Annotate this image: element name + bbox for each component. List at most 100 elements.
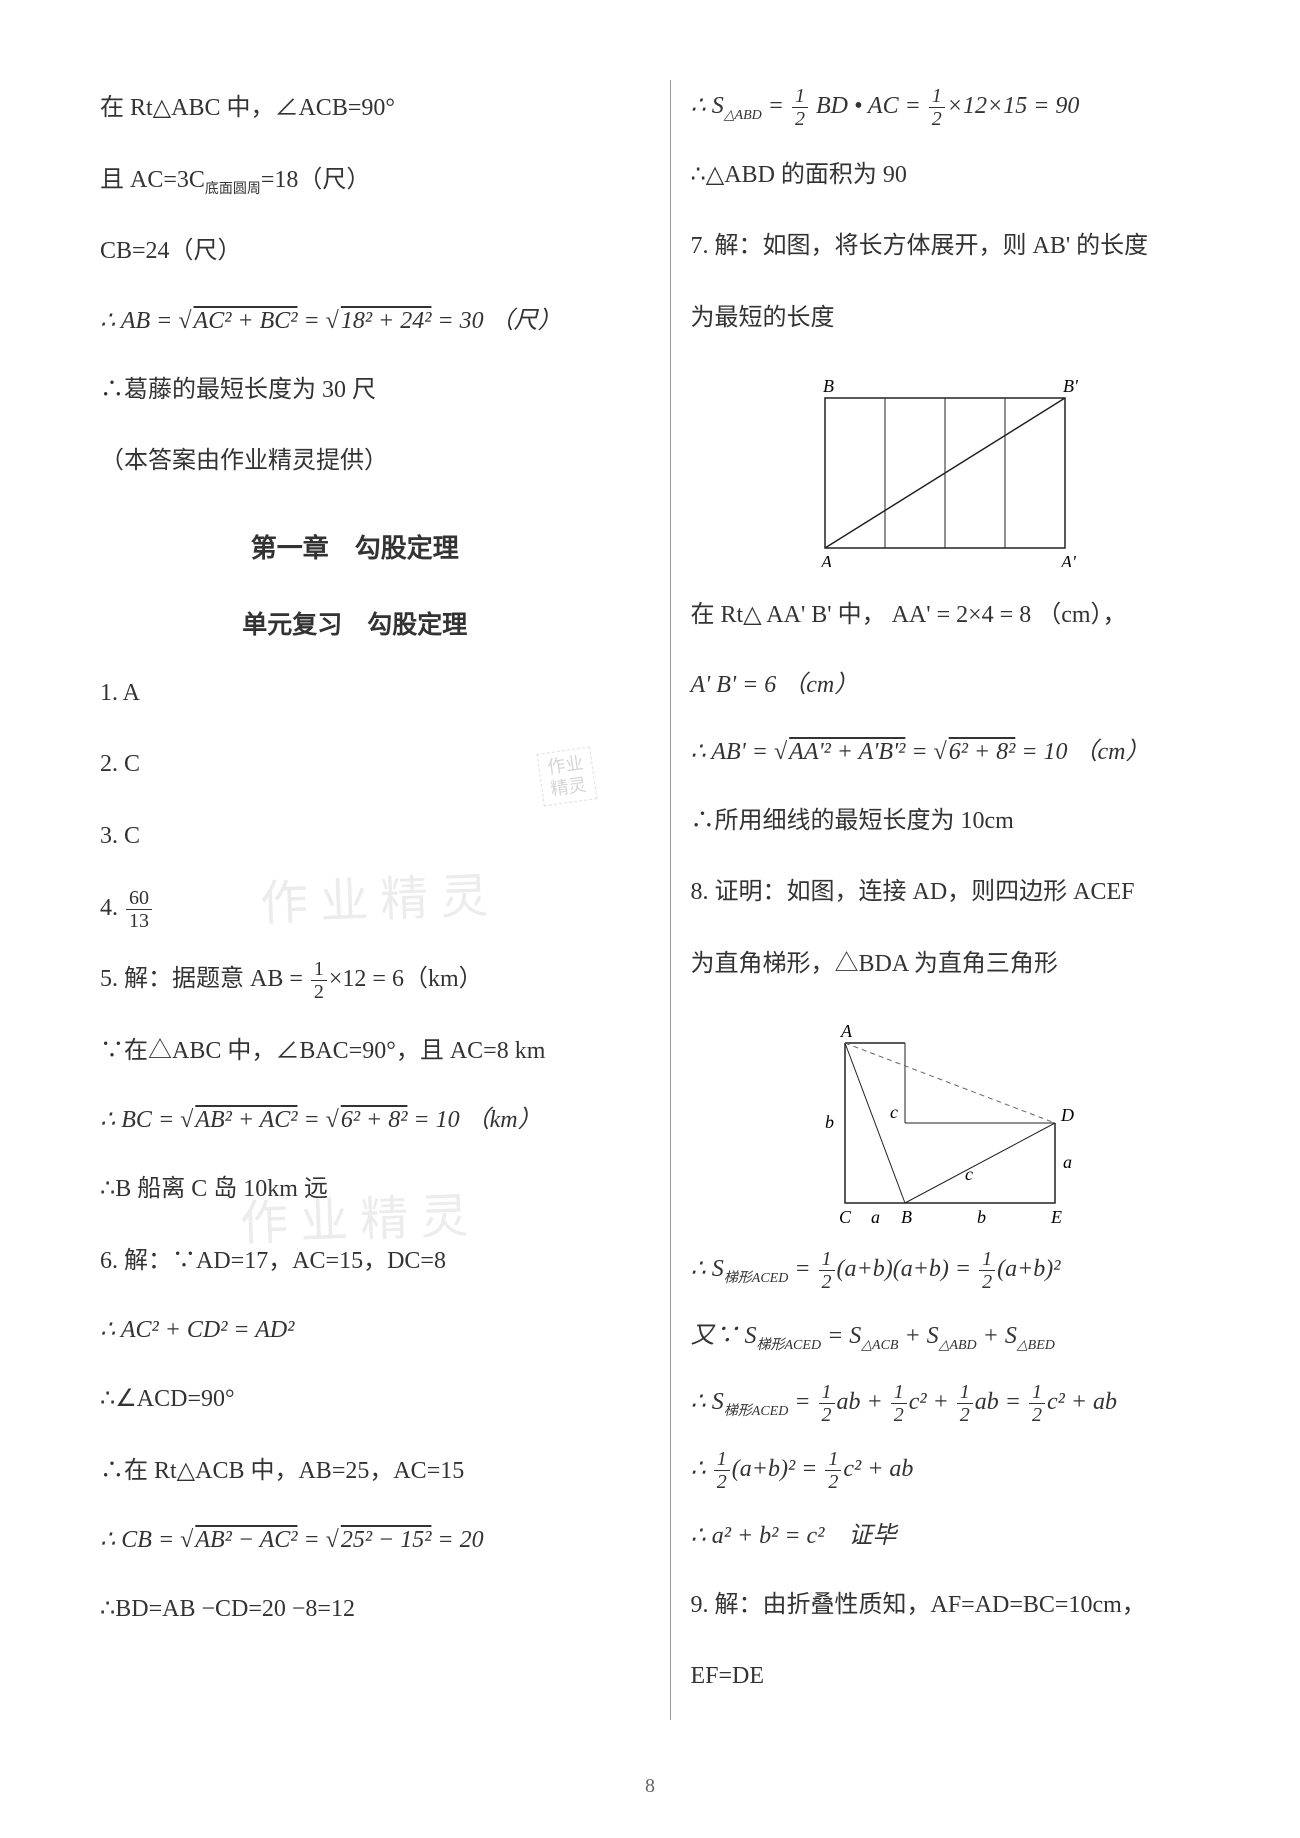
numerator: 60 xyxy=(126,887,152,910)
text: ∴ S xyxy=(691,1389,724,1415)
math-line: ∴ BC = √AB² + AC² = √6² + 8² = 10 （km） xyxy=(100,1094,610,1147)
answer-item: 6. 解：∵AD=17，AC=15，DC=8 xyxy=(100,1233,610,1291)
text: 且 AC=3C xyxy=(100,167,205,193)
label-Bp: B' xyxy=(1063,378,1079,396)
label-E: E xyxy=(1050,1207,1062,1222)
text: = S xyxy=(821,1323,861,1349)
text: ∴ AB = √ xyxy=(100,308,192,334)
numerator: 1 xyxy=(819,1381,835,1404)
label: 4. xyxy=(100,895,124,921)
text: ab + xyxy=(837,1389,889,1415)
text-line: ∴△ABD 的面积为 90 xyxy=(691,147,1201,205)
fraction: 12 xyxy=(792,85,808,130)
radical: AB² − AC² xyxy=(193,1527,297,1553)
credit-line: （本答案由作业精灵提供） xyxy=(100,433,610,491)
fraction: 12 xyxy=(979,1248,995,1293)
side-b2: b xyxy=(977,1207,986,1222)
text: c² + ab xyxy=(1047,1389,1117,1415)
text-line: ∴BD=AB −CD=20 −8=12 xyxy=(100,1581,610,1639)
text: (a+b)² xyxy=(997,1256,1060,1282)
answer-item: 9. 解：由折叠性质知，AF=AD=BC=10cm， xyxy=(691,1577,1201,1635)
subscript: △BED xyxy=(1017,1337,1055,1352)
math-line: ∴ S△ABD = 12 BD • AC = 12×12×15 = 90 xyxy=(691,80,1201,133)
text: + S xyxy=(898,1323,938,1349)
text: = 10 （cm） xyxy=(1015,739,1149,765)
answer-item: 4. 6013 xyxy=(100,880,610,938)
fraction: 12 xyxy=(714,1448,730,1493)
text: BD • AC = xyxy=(810,93,927,119)
denominator: 2 xyxy=(891,1404,907,1426)
numerator: 1 xyxy=(929,85,945,108)
radical: 18² + 24² xyxy=(339,308,432,334)
text-line: 在 Rt△ABC 中，∠ACB=90° xyxy=(100,80,610,138)
text: c² + xyxy=(909,1389,955,1415)
text-line: ∴所用细线的最短长度为 10cm xyxy=(691,793,1201,851)
fraction: 12 xyxy=(891,1381,907,1426)
text: = xyxy=(788,1389,816,1415)
radical: 6² + 8² xyxy=(339,1107,408,1133)
math-line: ∴ 12(a+b)² = 12c² + ab xyxy=(691,1443,1201,1496)
denominator: 13 xyxy=(126,910,152,932)
denominator: 2 xyxy=(792,108,808,130)
numerator: 1 xyxy=(1029,1381,1045,1404)
inner-c2: c xyxy=(965,1164,973,1184)
answer-item: 1. A xyxy=(100,665,610,723)
fraction: 12 xyxy=(825,1448,841,1493)
section-heading: 单元复习 勾股定理 xyxy=(100,605,610,641)
math-line: ∴ AB = √AC² + BC² = √18² + 24² = 30 （尺） xyxy=(100,295,610,348)
math-line: ∴ AB' = √AA'² + A'B'² = √6² + 8² = 10 （c… xyxy=(691,726,1201,779)
text: ∴ S xyxy=(691,1256,724,1282)
answer-item: 3. C xyxy=(100,808,610,866)
label-A: A xyxy=(840,1023,853,1041)
math-line: 又∵ S梯形ACED = S△ACB + S△ABD + S△BED xyxy=(691,1310,1201,1363)
subscript: 底面圆周 xyxy=(205,181,261,196)
text: = 30 （尺） xyxy=(431,308,561,334)
radical: AA'² + A'B'² xyxy=(787,739,905,765)
text: 5. 解：据题意 AB = xyxy=(100,966,309,992)
label-C: C xyxy=(839,1207,852,1222)
text-line: 为最短的长度 xyxy=(691,290,1201,348)
text-line: ∴在 Rt△ACB 中，AB=25，AC=15 xyxy=(100,1443,610,1501)
math-line: A' B' = 6 （cm） xyxy=(691,659,1201,712)
answer-item: 7. 解：如图，将长方体展开，则 AB' 的长度 xyxy=(691,218,1201,276)
fraction: 12 xyxy=(929,85,945,130)
left-column: 在 Rt△ABC 中，∠ACB=90° 且 AC=3C底面圆周=18（尺） CB… xyxy=(100,80,630,1720)
subscript: △ABD xyxy=(724,108,762,123)
answer-item: 8. 证明：如图，连接 AD，则四边形 ACEF xyxy=(691,864,1201,922)
fraction: 12 xyxy=(957,1381,973,1426)
page-number: 8 xyxy=(645,1775,655,1798)
subscript: 梯形ACED xyxy=(724,1404,789,1419)
radical: 25² − 15² xyxy=(339,1527,432,1553)
math-line: ∴ AC² + CD² = AD² xyxy=(100,1304,610,1357)
answer-item: 2. C xyxy=(100,736,610,794)
stamp-line2: 精灵 xyxy=(549,774,587,799)
unfold-diagram: B B' A A' xyxy=(805,378,1085,568)
text-line: 为直角梯形，△BDA 为直角三角形 xyxy=(691,936,1201,994)
text: ∴ CB = √ xyxy=(100,1527,193,1553)
text: = xyxy=(788,1256,816,1282)
label-Ap: A' xyxy=(1060,552,1077,568)
text: 又∵ S xyxy=(691,1323,757,1349)
chapter-heading: 第一章 勾股定理 xyxy=(100,523,610,575)
math-line: ∴ a² + b² = c² 证毕 xyxy=(691,1510,1201,1563)
text: = √ xyxy=(297,1107,338,1133)
denominator: 2 xyxy=(1029,1404,1045,1426)
subscript: △ACB xyxy=(861,1337,898,1352)
subscript: △ABD xyxy=(939,1337,977,1352)
text: = xyxy=(762,93,790,119)
radical: 6² + 8² xyxy=(947,739,1016,765)
trapezoid-diagram: A C B E D b a b a c c xyxy=(795,1023,1095,1222)
numerator: 1 xyxy=(311,958,327,981)
text: = √ xyxy=(297,308,338,334)
label-B: B xyxy=(901,1207,912,1222)
right-column: ∴ S△ABD = 12 BD • AC = 12×12×15 = 90 ∴△A… xyxy=(670,80,1201,1720)
text-line: ∴∠ACD=90° xyxy=(100,1371,610,1429)
fraction: 12 xyxy=(819,1248,835,1293)
text: =18（尺） xyxy=(261,167,371,193)
text-line: ∴葛藤的最短长度为 30 尺 xyxy=(100,362,610,420)
fraction: 12 xyxy=(819,1381,835,1426)
numerator: 1 xyxy=(979,1248,995,1271)
math-line: ∴ CB = √AB² − AC² = √25² − 15² = 20 xyxy=(100,1514,610,1567)
denominator: 2 xyxy=(819,1404,835,1426)
text: = 10 （km） xyxy=(407,1107,541,1133)
